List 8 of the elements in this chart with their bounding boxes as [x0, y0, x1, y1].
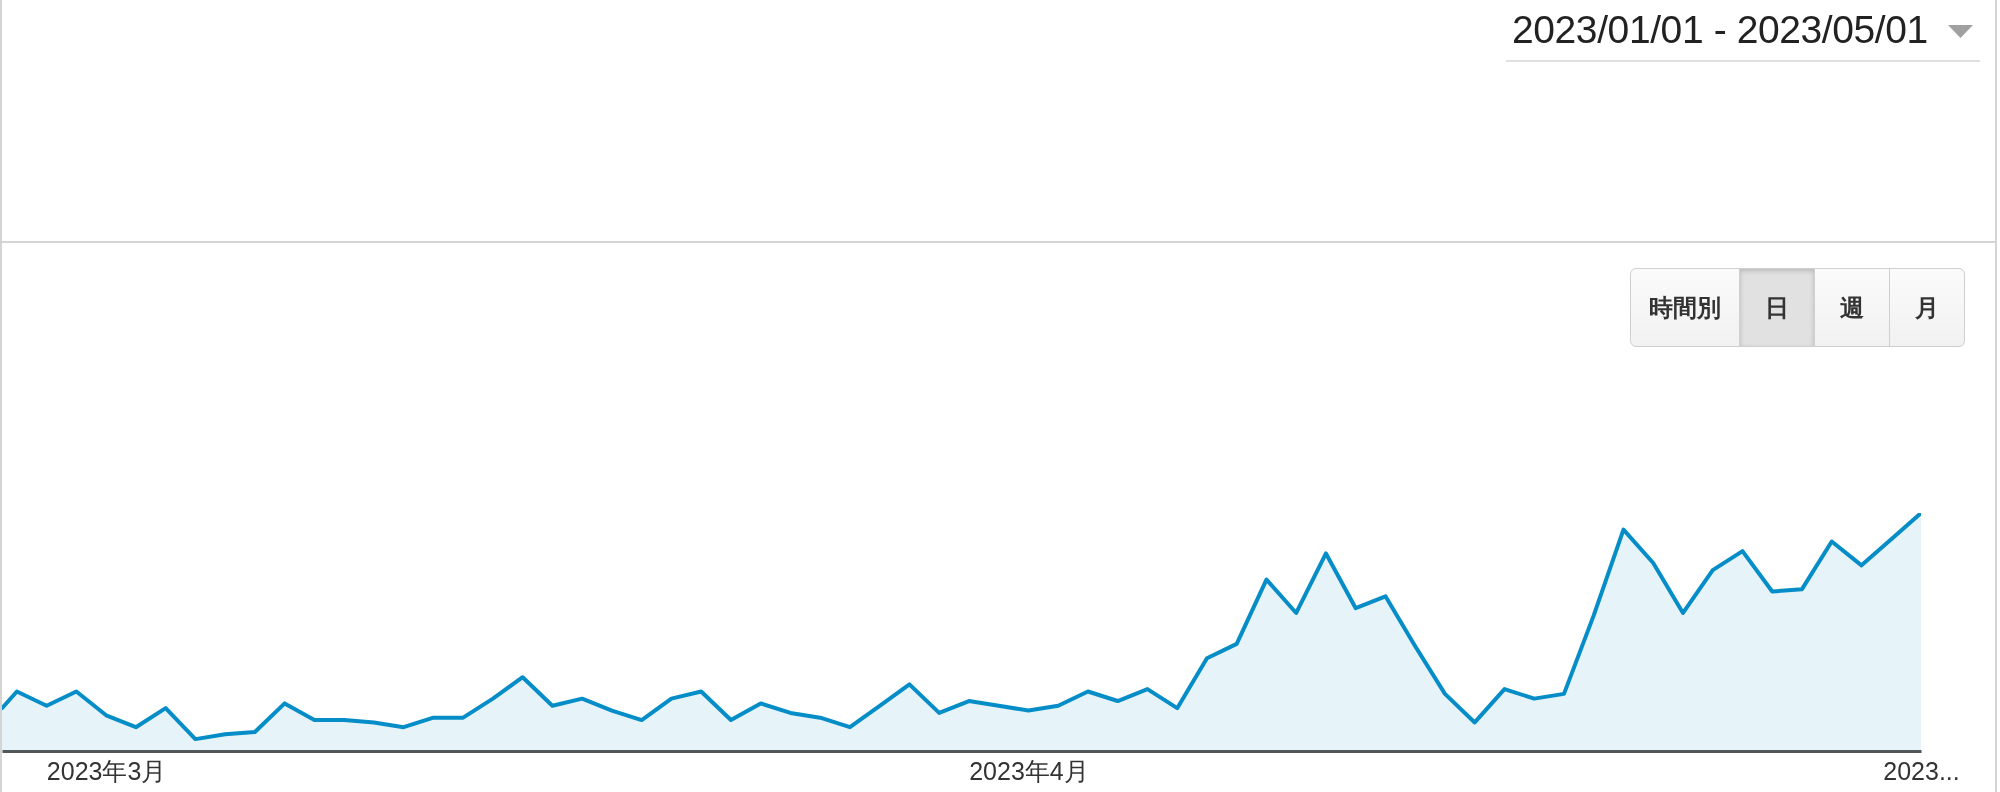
x-tick-label: 2023年4月: [969, 756, 1089, 785]
button: 月: [1889, 268, 1965, 347]
x-tick-label: 2023...: [1883, 756, 1960, 785]
x-tick-label: 2023年3月: [46, 756, 167, 785]
button: 時間別: [1630, 268, 1740, 347]
button: 日: [1739, 268, 1815, 347]
button: 週: [1814, 268, 1890, 347]
date-range-field: 2023/01/01 - 2023/05/01: [1506, 6, 1980, 62]
